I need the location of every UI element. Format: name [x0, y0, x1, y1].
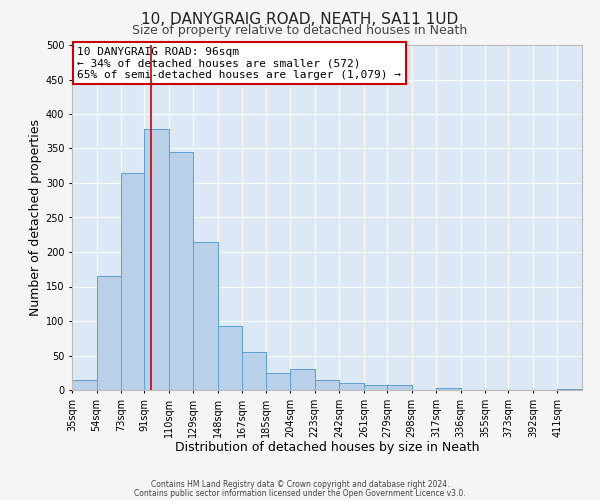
Bar	[339, 383, 364, 390]
Text: 10 DANYGRAIG ROAD: 96sqm
← 34% of detached houses are smaller (572)
65% of semi-: 10 DANYGRAIG ROAD: 96sqm ← 34% of detach…	[77, 46, 401, 80]
Bar	[290, 370, 315, 390]
Bar	[266, 373, 290, 390]
Bar	[218, 326, 242, 390]
Bar	[315, 380, 339, 390]
Bar	[557, 388, 582, 390]
Bar	[121, 172, 145, 390]
Bar	[387, 385, 412, 390]
Text: 10, DANYGRAIG ROAD, NEATH, SA11 1UD: 10, DANYGRAIG ROAD, NEATH, SA11 1UD	[142, 12, 458, 28]
Text: Contains public sector information licensed under the Open Government Licence v3: Contains public sector information licen…	[134, 488, 466, 498]
Bar	[97, 276, 121, 390]
Text: Contains HM Land Registry data © Crown copyright and database right 2024.: Contains HM Land Registry data © Crown c…	[151, 480, 449, 489]
Bar	[364, 385, 387, 390]
Bar	[436, 388, 461, 390]
X-axis label: Distribution of detached houses by size in Neath: Distribution of detached houses by size …	[175, 441, 479, 454]
Bar	[145, 129, 169, 390]
Bar	[169, 152, 193, 390]
Bar	[242, 352, 266, 390]
Text: Size of property relative to detached houses in Neath: Size of property relative to detached ho…	[133, 24, 467, 37]
Y-axis label: Number of detached properties: Number of detached properties	[29, 119, 41, 316]
Bar	[193, 242, 218, 390]
Bar	[72, 380, 97, 390]
